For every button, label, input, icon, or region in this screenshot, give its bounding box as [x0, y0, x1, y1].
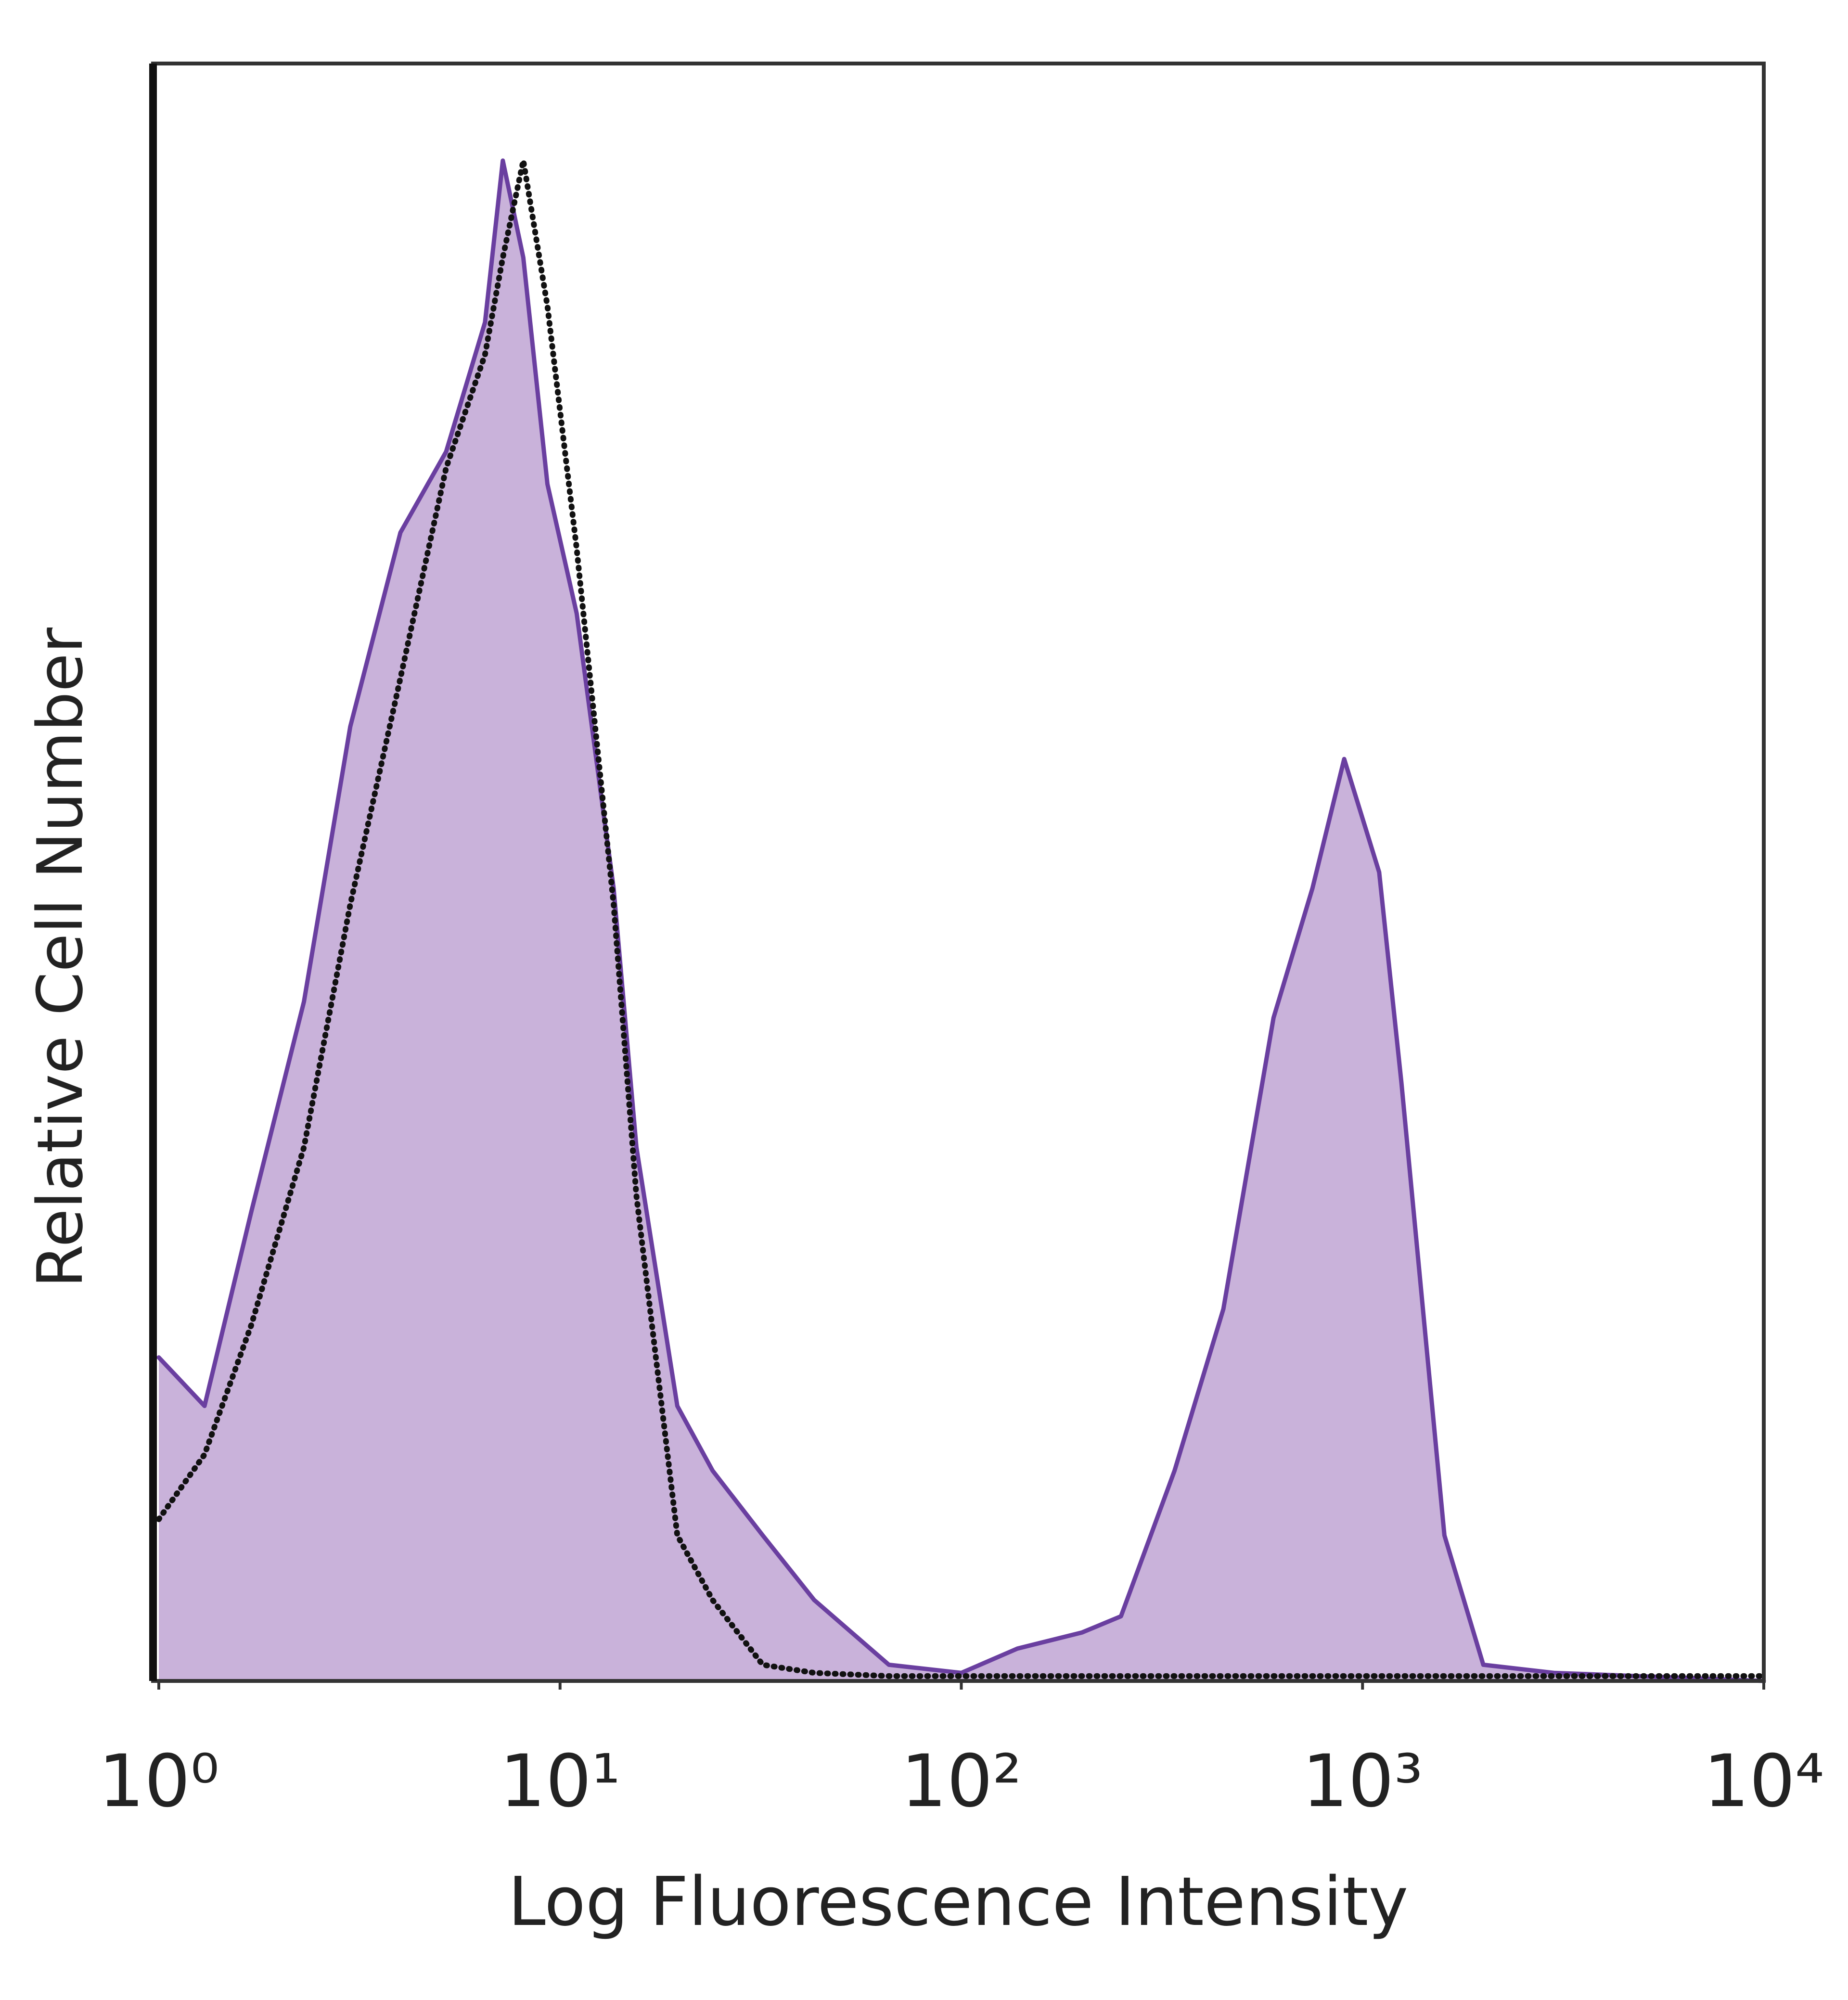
control-line: [156, 157, 1767, 1679]
y-axis-label: Relative Cell Number: [24, 627, 97, 1288]
area-fill: [159, 160, 1764, 1681]
histogram-line: [156, 158, 1766, 1683]
x-tick-label: 10⁴: [1703, 1740, 1824, 1823]
x-tick-label: 10³: [1302, 1740, 1423, 1823]
x-axis-label: Log Fluorescence Intensity: [508, 1863, 1409, 1941]
x-tick-label: 10⁰: [98, 1740, 219, 1823]
x-tick-label: 10¹: [500, 1740, 620, 1823]
x-tick-label: 10²: [901, 1740, 1022, 1823]
